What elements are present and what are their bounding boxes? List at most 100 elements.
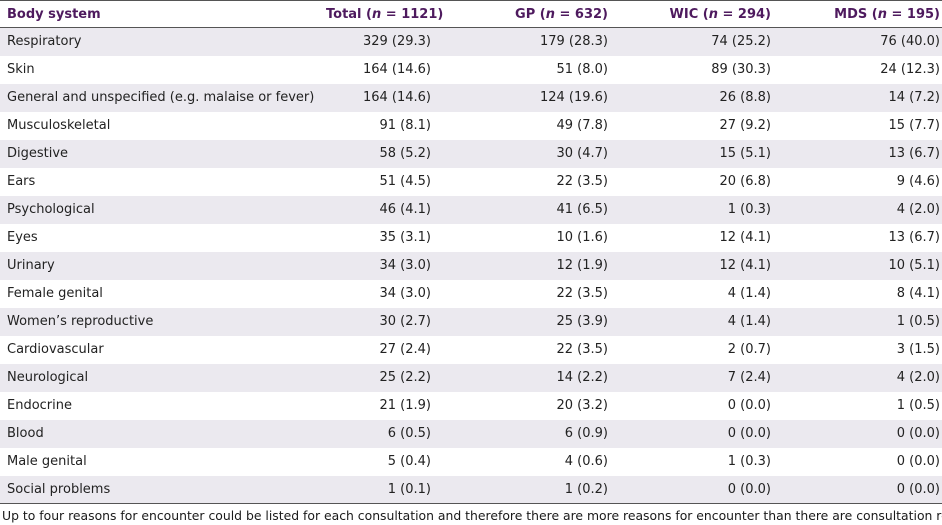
table-cell-gp: 22 (3.5) [556, 286, 609, 301]
table-cell-gp: 51 (8.0) [556, 62, 609, 77]
table-cell-mds: 15 (7.7) [888, 118, 941, 133]
table-row: Male genital 5 (0.4) 4 (0.6) 1 (0.3) 0 (0.0) [0, 447, 942, 476]
table-cell-mds: 13 (6.7) [888, 230, 941, 245]
table-cell-mds: 1 (0.5) [896, 314, 940, 329]
table-cell-mds: 3 (1.5) [896, 342, 940, 357]
table-row: Digestive 58 (5.2) 30 (4.7) 15 (5.1) 13 (6.7… [0, 139, 942, 168]
table-body: Respiratory 329 (29.3) 179 (28.3) 74 (25.2)… [0, 27, 942, 504]
table-cell-mds: 1 (0.5) [896, 398, 940, 413]
table-row: Respiratory 329 (29.3) 179 (28.3) 74 (25.2)… [0, 27, 942, 56]
table-row: Urinary 34 (3.0) 12 (1.9) 12 (4.1) 10 (5.1) [0, 251, 942, 280]
table-cell-wic: 0 (0.0) [727, 398, 771, 413]
table-row: Endocrine 21 (1.9) 20 (3.2) 0 (0.0) 1 (0.5) [0, 391, 942, 420]
table-cell-total: 6 (0.5) [387, 426, 431, 441]
table-row: Eyes 35 (3.1) 10 (1.6) 12 (4.1) 13 (6.7) [0, 223, 942, 252]
table-cell-gp: 14 (2.2) [556, 370, 609, 385]
table-cell-gp: 22 (3.5) [556, 174, 609, 189]
table-cell-mds: 8 (4.1) [896, 286, 940, 301]
table-cell-gp: 41 (6.5) [556, 202, 609, 217]
table-cell-mds: 4 (2.0) [896, 202, 940, 217]
reasons-for-encounter-table: Body system Total (n = 1121) GP (n = 632) W… [0, 0, 942, 504]
table-header: Body system Total (n = 1121) GP (n = 632) W… [0, 0, 942, 28]
table-cell-total: 46 (4.1) [379, 202, 432, 217]
table-cell-body-system: Psychological [7, 202, 95, 217]
column-header-n-value: = 1121) [381, 6, 444, 22]
table-cell-body-system: General and unspecified (e.g. malaise or… [7, 90, 315, 105]
table-cell-body-system: Urinary [7, 258, 55, 273]
table-cell-gp: 4 (0.6) [564, 454, 608, 469]
table-cell-total: 35 (3.1) [379, 230, 432, 245]
table-cell-total: 164 (14.6) [362, 90, 431, 105]
column-header-n-symbol: n [877, 6, 887, 22]
table-cell-body-system: Social problems [0, 475, 326, 504]
table-cell-mds: 10 (5.1) [888, 258, 941, 273]
table-cell-gp: 49 (7.8) [556, 118, 609, 133]
table-cell-wic: 7 (2.4) [727, 370, 771, 385]
table-cell-total: 164 (14.6) [362, 62, 431, 77]
table-cell-body-system: Eyes [7, 230, 38, 245]
table-cell-body-system: Endocrine [7, 398, 72, 413]
table-row: Psychological 46 (4.1) 41 (6.5) 1 (0.3) 4 (2… [0, 195, 942, 224]
table-cell-total: 25 (2.2) [379, 370, 432, 385]
column-header-label: MDS ( [834, 6, 878, 22]
table-cell-wic: 89 (30.3) [711, 62, 771, 77]
column-header-label: Total ( [326, 6, 372, 22]
table-row: Skin 164 (14.6) 51 (8.0) 89 (30.3) 24 (12.3) [0, 55, 942, 84]
table-cell-gp: 20 (3.2) [556, 398, 609, 413]
table-cell-mds: 24 (12.3) [880, 62, 940, 77]
table-cell-mds: 9 (4.6) [896, 174, 940, 189]
column-header-n-symbol: n [545, 6, 555, 22]
table-cell-wic: 4 (1.4) [727, 286, 771, 301]
table-cell-total: 30 (2.7) [379, 314, 432, 329]
table-cell-gp: 10 (1.6) [556, 230, 609, 245]
column-header-body-system: Body system [0, 0, 326, 28]
table-footnote: Up to four reasons for encounter could b… [2, 508, 942, 523]
table-cell-total: 27 (2.4) [379, 342, 432, 357]
table-cell-body-system: Musculoskeletal [7, 118, 111, 133]
table-cell-mds: 0 (0.0) [773, 475, 942, 504]
table-cell-wic: 26 (8.8) [719, 90, 772, 105]
table-cell-wic: 20 (6.8) [719, 174, 772, 189]
column-header-n-value: = 294) [717, 6, 771, 22]
column-header-label: Body system [7, 6, 101, 22]
table-row: Blood 6 (0.5) 6 (0.9) 0 (0.0) 0 (0.0) [0, 419, 942, 448]
table-cell-mds: 14 (7.2) [888, 90, 941, 105]
table-cell-body-system: Female genital [7, 286, 103, 301]
column-header-label: GP ( [515, 6, 546, 22]
table-row: Cardiovascular 27 (2.4) 22 (3.5) 2 (0.7) 3 (… [0, 335, 942, 364]
table-cell-body-system: Women’s reproductive [7, 314, 154, 329]
table-cell-wic: 12 (4.1) [719, 258, 772, 273]
table-cell-wic: 0 (0.0) [727, 426, 771, 441]
table-cell-body-system: Respiratory [7, 34, 82, 50]
table-cell-mds: 0 (0.0) [896, 426, 940, 441]
table-cell-gp: 179 (28.3) [539, 34, 608, 50]
table-cell-total: 329 (29.3) [362, 34, 431, 50]
table-cell-wic: 1 (0.3) [727, 454, 771, 469]
table-cell-total: 34 (3.0) [379, 286, 432, 301]
table-cell-gp: 22 (3.5) [556, 342, 609, 357]
table-row: General and unspecified (e.g. malaise or… [0, 83, 942, 112]
table-cell-wic: 74 (25.2) [711, 34, 771, 50]
table-cell-body-system: Neurological [7, 370, 89, 385]
table-row: Musculoskeletal 91 (8.1) 49 (7.8) 27 (9.2) 1… [0, 111, 942, 140]
table-cell-mds: 13 (6.7) [888, 146, 941, 161]
table-cell-total: 51 (4.5) [379, 174, 432, 189]
table-cell-wic: 15 (5.1) [719, 146, 772, 161]
table-cell-wic: 1 (0.3) [727, 202, 771, 217]
column-header-mds: MDS (n = 195) [773, 0, 942, 28]
table-cell-body-system: Skin [7, 62, 35, 77]
column-header-n-symbol: n [371, 6, 382, 22]
table-cell-total: 34 (3.0) [379, 258, 432, 273]
table-cell-gp: 30 (4.7) [556, 146, 609, 161]
table-row: Ears 51 (4.5) 22 (3.5) 20 (6.8) 9 (4.6) [0, 167, 942, 196]
table-cell-mds: 0 (0.0) [896, 454, 940, 469]
column-header-n-value: = 195) [886, 6, 940, 22]
table-row: Female genital 34 (3.0) 22 (3.5) 4 (1.4) 8 (… [0, 279, 942, 308]
table-cell-total: 5 (0.4) [387, 454, 431, 469]
table-cell-mds: 4 (2.0) [896, 370, 940, 385]
column-header-n-value: = 632) [554, 6, 608, 22]
column-header-label: WIC ( [669, 6, 709, 22]
table-cell-body-system: Ears [7, 174, 36, 189]
table-cell-gp: 12 (1.9) [556, 258, 609, 273]
table-row: Neurological 25 (2.2) 14 (2.2) 7 (2.4) 4 (2.… [0, 363, 942, 392]
